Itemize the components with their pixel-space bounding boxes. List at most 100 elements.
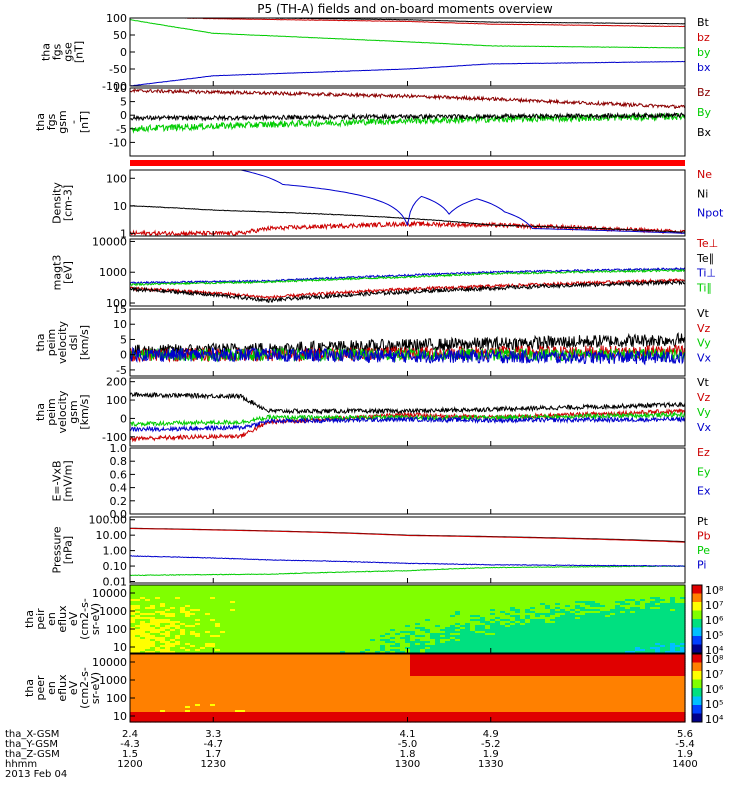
spec-cell xyxy=(565,597,571,600)
spec-cell xyxy=(460,639,466,642)
spec-cell xyxy=(140,625,146,628)
spec-cell xyxy=(625,585,631,588)
spec-cell xyxy=(670,631,676,634)
spec-cell xyxy=(610,589,616,592)
spec-cell xyxy=(185,714,191,717)
spec-cell xyxy=(460,649,466,652)
spec-cell xyxy=(455,629,461,632)
spec-cell xyxy=(570,627,576,630)
spec-cell xyxy=(320,641,326,644)
spec-cell xyxy=(310,627,316,630)
spec-cell xyxy=(170,690,176,693)
spec-cell xyxy=(670,629,676,632)
spec-cell xyxy=(530,609,536,612)
legend-fgs-gse-1: bz xyxy=(697,31,710,44)
spec-cell xyxy=(190,627,196,630)
spec-cell xyxy=(430,633,436,636)
spec-cell xyxy=(375,597,381,600)
spec-cell xyxy=(145,649,151,652)
spec-cell xyxy=(525,601,531,604)
spec-cell xyxy=(680,609,686,612)
spec-cell xyxy=(220,597,226,600)
spec-cell xyxy=(565,593,571,596)
spec-cell xyxy=(535,629,541,632)
spec-cell xyxy=(500,649,506,652)
spec-cell xyxy=(215,615,221,618)
spec-cell xyxy=(235,694,241,697)
spec-cell xyxy=(470,627,476,630)
spec-cell xyxy=(365,639,371,642)
spec-cell xyxy=(640,651,646,654)
spec-cell xyxy=(350,639,356,642)
spec-cell xyxy=(290,645,296,648)
spec-cell xyxy=(325,623,331,626)
spec-cell xyxy=(135,621,141,624)
spec-cell xyxy=(305,649,311,652)
spec-cell xyxy=(485,641,491,644)
spec-cell xyxy=(490,621,496,624)
spec-cell xyxy=(140,627,146,630)
spec-cell xyxy=(175,645,181,648)
spec-cell xyxy=(395,599,401,602)
spec-cell xyxy=(665,617,671,620)
spec-cell xyxy=(235,651,241,654)
spec-cell xyxy=(550,587,556,590)
spec-cell xyxy=(680,643,686,646)
spec-cell xyxy=(210,585,216,588)
spec-cell xyxy=(445,607,451,610)
spec-cell xyxy=(185,660,191,663)
spec-cell xyxy=(430,651,436,654)
spec-cell xyxy=(545,621,551,624)
spec-cell xyxy=(265,694,271,697)
spec-cell xyxy=(675,619,681,622)
spec-cell xyxy=(515,629,521,632)
spec-cell xyxy=(160,619,166,622)
spec-cell xyxy=(675,641,681,644)
spec-cell xyxy=(160,678,166,681)
spec-cell xyxy=(385,645,391,648)
spec-cell xyxy=(140,639,146,642)
spec-cell xyxy=(440,639,446,642)
spec-cell xyxy=(390,641,396,644)
spec-cell xyxy=(150,692,156,695)
spec-cell xyxy=(305,633,311,636)
spec-cell xyxy=(135,666,141,669)
spec-cell xyxy=(215,589,221,592)
spec-cell xyxy=(155,587,161,590)
spec-cell xyxy=(535,609,541,612)
spec-cell xyxy=(135,645,141,648)
spec-cell xyxy=(165,605,171,608)
spec-cell xyxy=(350,595,356,598)
spec-cell xyxy=(380,589,386,592)
spec-cell xyxy=(155,704,161,707)
spec-cell xyxy=(290,627,296,630)
spec-cell xyxy=(660,587,666,590)
spec-cell xyxy=(190,710,196,713)
spec-cell xyxy=(615,599,621,602)
spec-cell xyxy=(260,688,266,691)
spec-cell xyxy=(210,698,216,701)
y-tick-label: 10 xyxy=(113,200,127,213)
spec-cell xyxy=(160,633,166,636)
spec-cell xyxy=(170,603,176,606)
spec-cell xyxy=(425,587,431,590)
spec-cell xyxy=(665,619,671,622)
spec-cell xyxy=(295,607,301,610)
spec-cell xyxy=(240,666,246,669)
spec-cell xyxy=(260,623,266,626)
spec-cell xyxy=(675,613,681,616)
spec-cell xyxy=(460,595,466,598)
spec-cell xyxy=(260,585,266,588)
spec-cell xyxy=(410,623,416,626)
spec-cell xyxy=(480,599,486,602)
spec-cell xyxy=(285,605,291,608)
y-axis-label-line: en xyxy=(45,612,58,626)
spec-cell xyxy=(500,603,506,606)
spec-cell xyxy=(190,609,196,612)
spec-cell xyxy=(210,664,216,667)
spec-cell xyxy=(615,613,621,616)
spec-cell xyxy=(200,674,206,677)
spec-cell xyxy=(205,613,211,616)
spec-cell xyxy=(155,635,161,638)
spec-cell xyxy=(255,696,261,699)
